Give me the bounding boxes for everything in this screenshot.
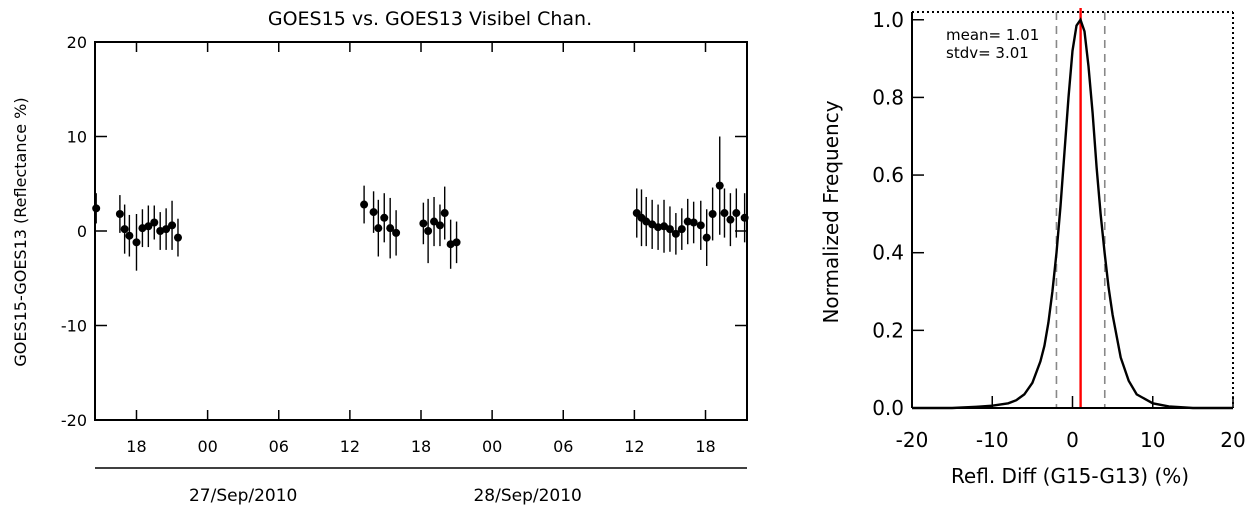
frequency-curve: [912, 17, 1233, 410]
data-point: [660, 222, 669, 231]
left-x-tick-label: 18: [411, 437, 431, 456]
left-data-points: [92, 136, 749, 271]
data-point: [168, 221, 177, 230]
data-point: [654, 223, 663, 232]
right-x-tick-label: 0: [1066, 428, 1079, 452]
data-point: [386, 224, 395, 233]
data-point: [125, 231, 134, 240]
right-x-tick-label: 10: [1140, 428, 1165, 452]
data-point: [374, 224, 383, 233]
left-y-ticks: 20 10 0 -10 -20: [61, 33, 747, 430]
data-point: [740, 213, 749, 222]
left-y-axis-label: GOES15-GOES13 (Reflectance %): [11, 97, 30, 366]
data-point: [132, 238, 141, 247]
left-x-tick-label: 06: [553, 437, 573, 456]
left-x-tick-label: 12: [340, 437, 360, 456]
right-reference-lines: [1055, 8, 1106, 408]
data-point: [677, 225, 686, 234]
right-x-axis-label: Refl. Diff (G15-G13) (%): [951, 464, 1189, 488]
left-x-tick-label: 06: [269, 437, 289, 456]
right-y-tick-label: 0.6: [872, 163, 904, 187]
right-x-ticks: -20 -10 0 10 20: [896, 396, 1246, 452]
data-point: [702, 233, 711, 242]
left-date-labels: 27/Sep/2010 28/Sep/2010: [189, 486, 582, 506]
left-y-tick-label: -10: [61, 317, 87, 336]
data-point: [120, 225, 129, 234]
data-point: [726, 215, 735, 224]
left-y-tick-label: 10: [67, 128, 87, 147]
right-y-tick-label: 0.0: [872, 396, 904, 420]
left-x-tick-label: 00: [482, 437, 502, 456]
right-y-ticks: 0.0 0.2 0.4 0.6 0.8 1.0: [872, 8, 924, 420]
data-point: [440, 209, 449, 218]
right-y-tick-label: 0.8: [872, 85, 904, 109]
data-point: [162, 225, 171, 234]
right-y-axis-label: Normalized Frequency: [819, 100, 843, 323]
data-point: [715, 181, 724, 190]
data-point: [683, 217, 692, 226]
data-point: [419, 219, 428, 228]
right-y-tick-label: 1.0: [872, 8, 904, 32]
left-plot-frame: [94, 41, 748, 421]
left-y-tick-label: 20: [67, 33, 87, 52]
left-x-ticks: 18 00 06 12 18 00 06 12 18: [126, 42, 716, 456]
data-point: [689, 218, 698, 227]
data-point: [369, 208, 378, 217]
mean-annotation: mean= 1.01: [946, 26, 1039, 44]
data-point: [424, 227, 433, 235]
data-point: [665, 225, 674, 234]
data-point: [144, 222, 153, 231]
data-point: [92, 204, 101, 213]
data-point: [435, 221, 444, 230]
data-point: [392, 228, 401, 237]
right-panel: Normalized Frequency Refl. Diff (G15-G13…: [819, 8, 1246, 488]
date-label: 27/Sep/2010: [189, 486, 297, 506]
right-x-tick-label: 20: [1220, 428, 1245, 452]
stdv-annotation: stdv= 3.01: [946, 44, 1029, 62]
data-point: [380, 213, 389, 222]
left-x-tick-label: 00: [197, 437, 217, 456]
data-point: [452, 238, 461, 247]
left-y-tick-label: -20: [61, 411, 87, 430]
left-x-tick-label: 12: [624, 437, 644, 456]
data-point: [642, 217, 651, 226]
data-point: [115, 209, 124, 218]
data-point: [648, 220, 657, 229]
data-point: [708, 209, 717, 218]
data-point: [173, 233, 182, 242]
data-point: [696, 221, 705, 230]
data-point: [360, 200, 369, 209]
left-chart-title: GOES15 vs. GOES13 Visibel Chan.: [268, 8, 592, 30]
data-point: [671, 229, 680, 238]
data-point: [150, 218, 159, 227]
right-x-tick-label: -20: [896, 428, 929, 452]
data-point: [430, 217, 439, 226]
date-label: 28/Sep/2010: [473, 486, 581, 506]
right-x-tick-label: -10: [976, 428, 1009, 452]
left-x-tick-label: 18: [695, 437, 715, 456]
left-x-tick-label: 18: [126, 437, 146, 456]
right-y-tick-label: 0.4: [872, 241, 904, 265]
left-panel: GOES15 vs. GOES13 Visibel Chan. GOES15-G…: [11, 8, 749, 506]
data-point: [732, 209, 741, 218]
left-y-tick-label: 0: [77, 222, 87, 241]
right-y-tick-label: 0.2: [872, 318, 904, 342]
data-point: [720, 209, 729, 218]
